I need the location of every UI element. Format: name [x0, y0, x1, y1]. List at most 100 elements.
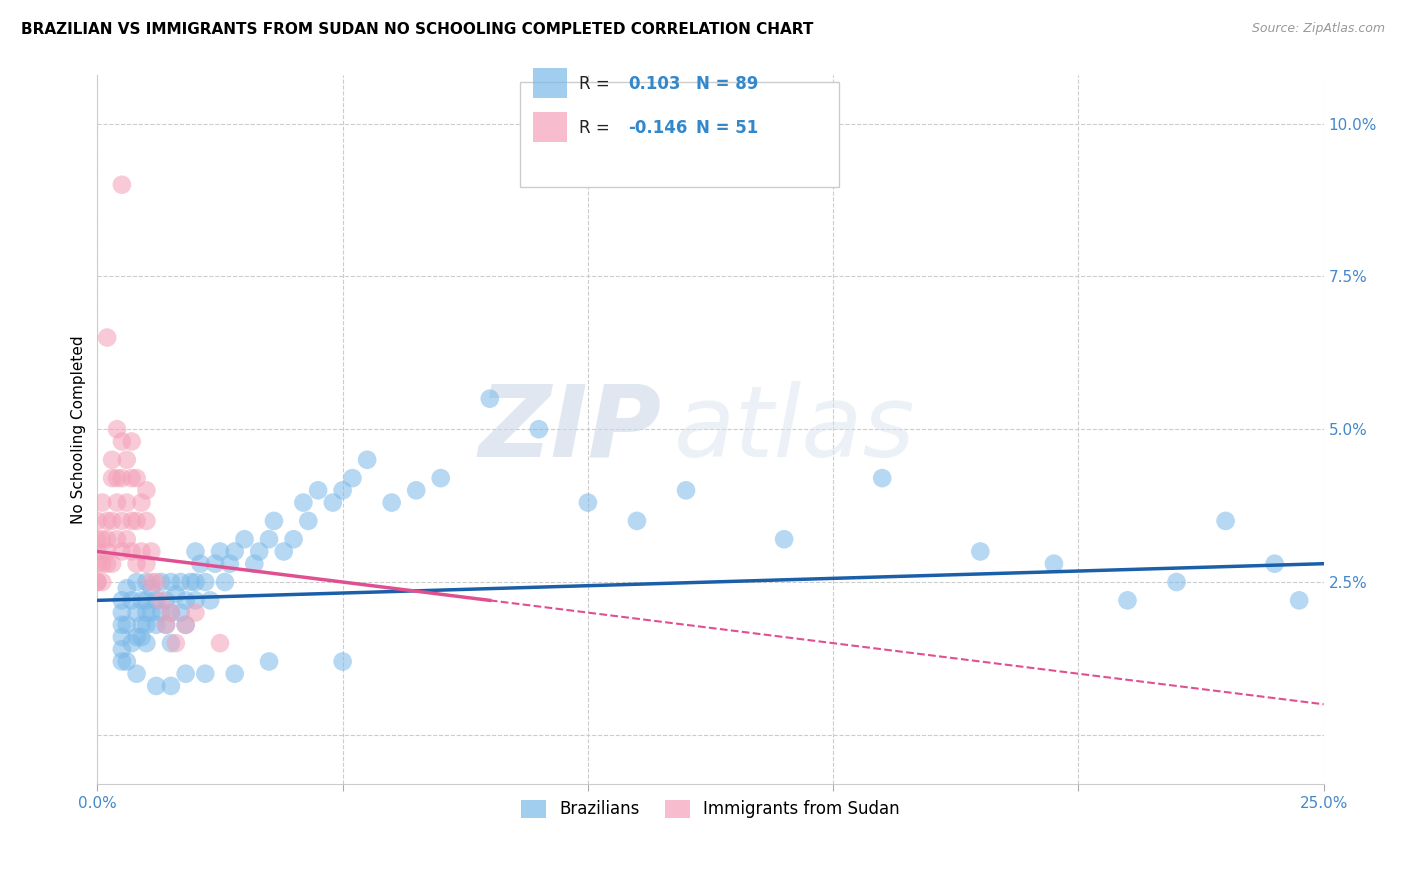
Point [184, 606, 207, 620]
Point [160, 606, 183, 620]
Text: R =: R = [579, 119, 610, 136]
Point [96, 330, 118, 344]
Point [160, 636, 183, 650]
Text: BRAZILIAN VS IMMIGRANTS FROM SUDAN NO SCHOOLING COMPLETED CORRELATION CHART: BRAZILIAN VS IMMIGRANTS FROM SUDAN NO SC… [21, 22, 814, 37]
Point [105, 471, 128, 485]
Point [224, 666, 246, 681]
Point [198, 593, 221, 607]
Point [174, 617, 197, 632]
Point [91, 557, 114, 571]
Point [86, 544, 108, 558]
Point [135, 636, 157, 650]
Text: -0.146: -0.146 [628, 119, 688, 136]
Point [233, 533, 256, 547]
Point [170, 606, 193, 620]
Point [405, 483, 427, 498]
Point [115, 495, 138, 509]
Point [101, 471, 124, 485]
Point [86, 514, 108, 528]
Point [111, 617, 134, 632]
Point [332, 655, 354, 669]
Y-axis label: No Schooling Completed: No Schooling Completed [72, 334, 86, 524]
Point [115, 452, 138, 467]
Point [135, 557, 157, 571]
Point [307, 483, 329, 498]
Point [155, 593, 177, 607]
Point [86, 574, 108, 589]
Point [224, 544, 246, 558]
Point [131, 617, 153, 632]
Text: R =: R = [579, 75, 610, 93]
Point [969, 544, 991, 558]
Point [91, 574, 114, 589]
Point [194, 574, 217, 589]
Text: ZIP: ZIP [478, 381, 661, 478]
Point [145, 574, 167, 589]
Point [141, 574, 163, 589]
Point [576, 495, 599, 509]
Point [150, 574, 173, 589]
Point [86, 557, 108, 571]
Point [141, 606, 163, 620]
Text: Source: ZipAtlas.com: Source: ZipAtlas.com [1251, 22, 1385, 36]
Point [125, 514, 148, 528]
Point [125, 630, 148, 644]
Point [527, 422, 550, 436]
Point [478, 392, 501, 406]
Point [218, 557, 240, 571]
Point [111, 514, 134, 528]
Point [121, 514, 143, 528]
Point [1264, 557, 1286, 571]
Point [135, 617, 157, 632]
Point [174, 666, 197, 681]
Point [125, 574, 148, 589]
Point [111, 544, 134, 558]
Point [131, 495, 153, 509]
Point [145, 679, 167, 693]
Point [131, 593, 153, 607]
Point [184, 593, 207, 607]
Point [125, 557, 148, 571]
Point [111, 471, 134, 485]
Point [111, 606, 134, 620]
Point [257, 655, 280, 669]
Point [111, 630, 134, 644]
Point [204, 557, 226, 571]
Point [273, 544, 295, 558]
Point [429, 471, 451, 485]
Point [101, 452, 124, 467]
Point [121, 593, 143, 607]
Point [194, 666, 217, 681]
Point [86, 533, 108, 547]
Point [121, 471, 143, 485]
Point [1215, 514, 1237, 528]
Point [105, 495, 128, 509]
Point [125, 666, 148, 681]
Point [96, 557, 118, 571]
Point [115, 655, 138, 669]
Point [115, 533, 138, 547]
Point [870, 471, 893, 485]
Point [131, 544, 153, 558]
Point [160, 606, 183, 620]
Point [135, 574, 157, 589]
Legend: Brazilians, Immigrants from Sudan: Brazilians, Immigrants from Sudan [515, 793, 907, 825]
Point [165, 636, 187, 650]
Point [125, 471, 148, 485]
Point [131, 630, 153, 644]
Point [381, 495, 404, 509]
FancyBboxPatch shape [533, 112, 567, 142]
Point [257, 533, 280, 547]
Point [135, 606, 157, 620]
Point [101, 557, 124, 571]
Point [155, 617, 177, 632]
Text: N = 89: N = 89 [696, 75, 758, 93]
Point [342, 471, 364, 485]
Point [121, 434, 143, 449]
Point [141, 544, 163, 558]
Point [180, 574, 202, 589]
Point [214, 574, 236, 589]
Point [292, 495, 315, 509]
Point [145, 593, 167, 607]
Point [184, 544, 207, 558]
